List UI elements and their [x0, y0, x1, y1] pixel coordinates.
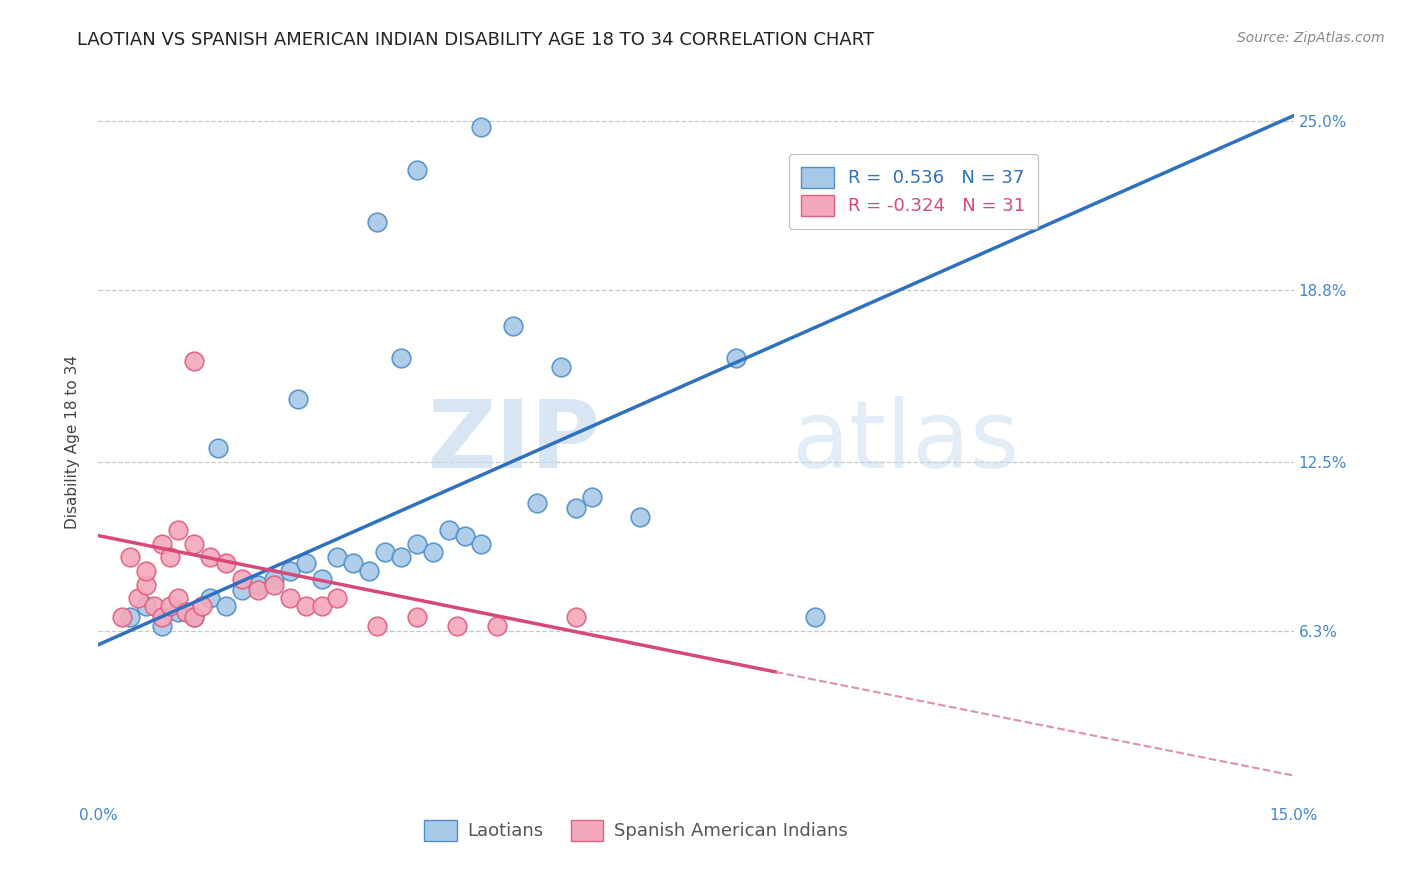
Point [215, 556, 238, 570]
Point [231, 572, 253, 586]
Point [167, 523, 190, 537]
Point [167, 591, 190, 606]
Point [183, 610, 205, 624]
Point [167, 605, 190, 619]
Point [231, 583, 253, 598]
Point [263, 577, 285, 591]
Point [150, 618, 173, 632]
Point [326, 550, 349, 565]
Point [183, 537, 205, 551]
Point [174, 605, 197, 619]
Point [804, 610, 827, 624]
Point [287, 392, 309, 407]
Point [143, 599, 166, 614]
Point [724, 351, 747, 366]
Point [311, 599, 333, 614]
Point [485, 618, 508, 632]
Point [150, 610, 173, 624]
Point [278, 591, 301, 606]
Point [263, 572, 285, 586]
Point [422, 545, 444, 559]
Point [550, 359, 572, 374]
Point [389, 550, 412, 565]
Point [159, 599, 181, 614]
Point [406, 537, 429, 551]
Point [565, 501, 588, 516]
Point [127, 591, 149, 606]
Point [342, 556, 364, 570]
Point [207, 442, 229, 456]
Text: atlas: atlas [792, 395, 1019, 488]
Point [135, 577, 157, 591]
Point [470, 537, 492, 551]
Point [366, 215, 388, 229]
Y-axis label: Disability Age 18 to 34: Disability Age 18 to 34 [65, 354, 80, 529]
Point [565, 610, 588, 624]
Point [502, 318, 524, 333]
Point [446, 618, 468, 632]
Point [191, 599, 214, 614]
Point [406, 163, 429, 178]
Point [215, 599, 238, 614]
Point [135, 599, 157, 614]
Text: ZIP: ZIP [427, 395, 600, 488]
Point [111, 610, 134, 624]
Point [374, 545, 396, 559]
Point [135, 564, 157, 578]
Point [198, 550, 221, 565]
Point [294, 599, 316, 614]
Point [628, 509, 651, 524]
Point [406, 610, 429, 624]
Point [470, 120, 492, 134]
Point [326, 591, 349, 606]
Point [359, 564, 381, 578]
Point [159, 550, 181, 565]
Point [246, 577, 269, 591]
Point [198, 591, 221, 606]
Point [120, 550, 142, 565]
Point [311, 572, 333, 586]
Point [389, 351, 412, 366]
Text: LAOTIAN VS SPANISH AMERICAN INDIAN DISABILITY AGE 18 TO 34 CORRELATION CHART: LAOTIAN VS SPANISH AMERICAN INDIAN DISAB… [77, 31, 875, 49]
Point [183, 354, 205, 368]
Point [278, 564, 301, 578]
Point [526, 496, 548, 510]
Point [454, 528, 477, 542]
Point [366, 618, 388, 632]
Point [246, 583, 269, 598]
Point [183, 610, 205, 624]
Point [120, 610, 142, 624]
Point [437, 523, 460, 537]
Text: Source: ZipAtlas.com: Source: ZipAtlas.com [1237, 31, 1385, 45]
Point [150, 537, 173, 551]
Point [294, 556, 316, 570]
Point [581, 491, 603, 505]
Legend: Laotians, Spanish American Indians: Laotians, Spanish American Indians [418, 813, 855, 848]
